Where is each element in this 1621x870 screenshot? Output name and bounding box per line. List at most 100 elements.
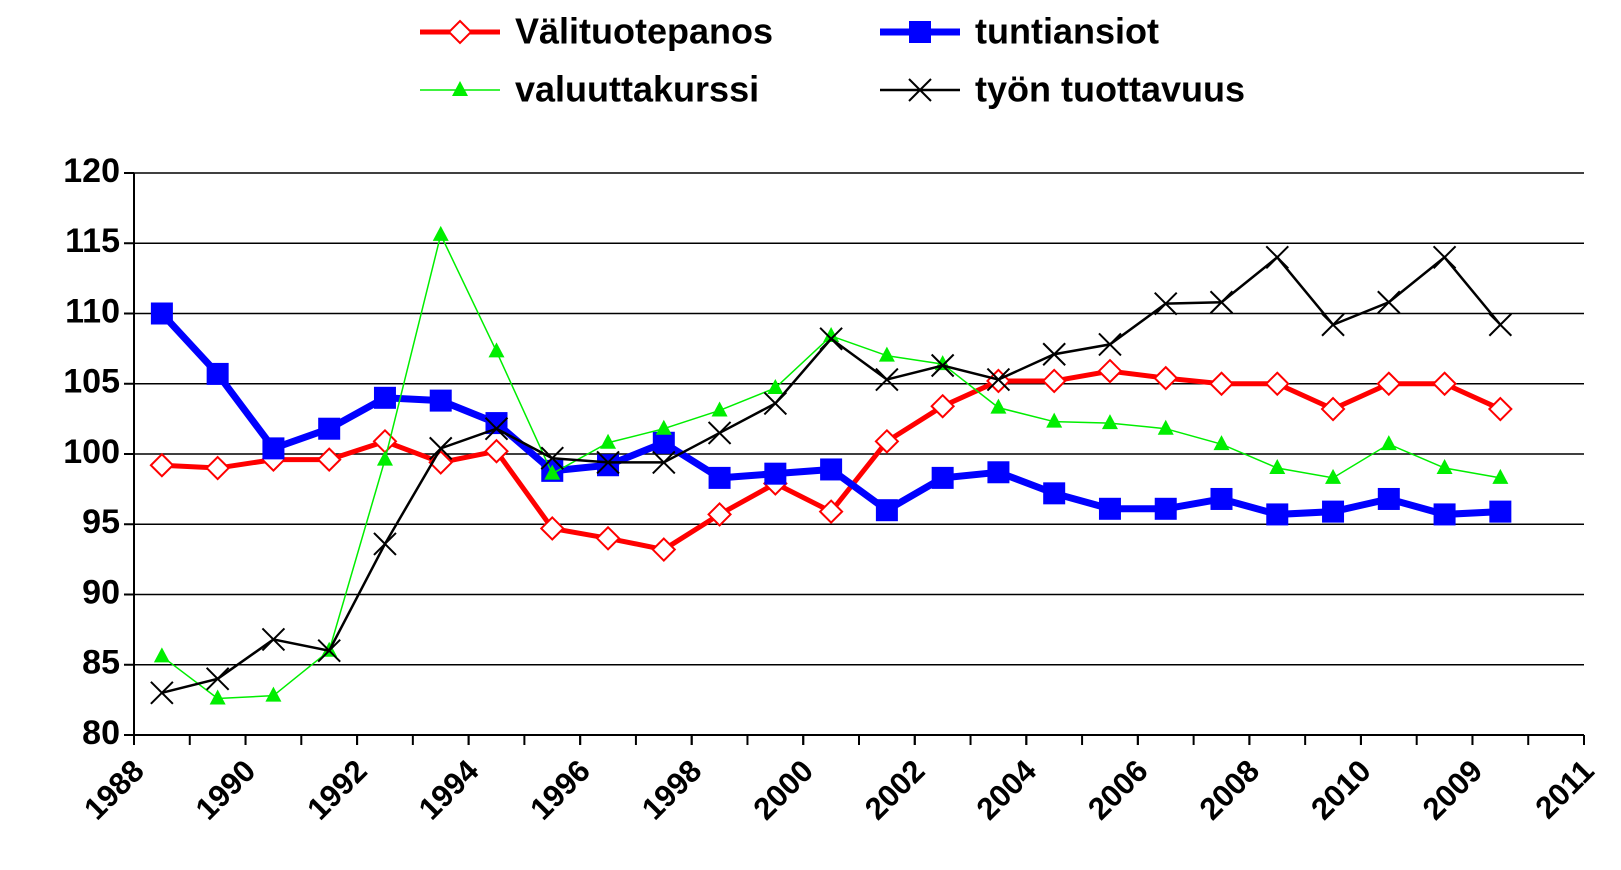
marker: [597, 454, 620, 477]
marker: [652, 431, 675, 454]
marker: [820, 458, 843, 481]
marker: [1098, 332, 1122, 357]
marker: [1157, 419, 1174, 435]
marker: [1492, 468, 1509, 484]
legend-label: työn tuottavuus: [975, 69, 1245, 110]
marker: [655, 419, 672, 435]
marker: [1264, 371, 1290, 397]
marker: [1376, 371, 1402, 397]
y-tick-label: 105: [63, 363, 120, 401]
marker: [205, 667, 230, 691]
marker: [908, 78, 932, 102]
marker: [206, 362, 229, 385]
y-tick-label: 120: [63, 152, 120, 190]
y-tick-label: 95: [82, 503, 120, 541]
marker: [651, 537, 677, 562]
marker: [209, 689, 226, 705]
marker: [1042, 342, 1066, 366]
marker: [930, 393, 956, 419]
marker: [596, 450, 620, 475]
x-tick-label: 2006: [1081, 753, 1155, 827]
marker: [819, 327, 843, 351]
marker: [376, 450, 393, 466]
marker: [1433, 503, 1456, 526]
marker: [1489, 500, 1512, 523]
x-tick-label: 2011: [1528, 753, 1600, 825]
marker: [447, 19, 473, 45]
marker: [1377, 290, 1401, 314]
marker: [931, 466, 954, 489]
marker: [1322, 500, 1345, 523]
x-tick-label: 1992: [300, 753, 374, 827]
marker: [1210, 487, 1233, 510]
marker: [1265, 245, 1289, 270]
y-tick-label: 110: [65, 292, 120, 330]
x-tick-label: 2002: [858, 753, 932, 827]
marker: [909, 21, 931, 43]
marker: [262, 437, 285, 460]
marker: [1380, 435, 1397, 451]
marker: [373, 532, 397, 556]
marker: [707, 502, 732, 527]
x-tick-label: 2008: [1193, 753, 1267, 827]
marker: [149, 452, 175, 478]
marker: [1153, 365, 1179, 391]
marker: [1097, 358, 1123, 384]
series-markers: [150, 302, 1512, 526]
marker: [429, 436, 453, 461]
marker: [316, 447, 342, 473]
marker: [1432, 371, 1457, 397]
marker: [1041, 368, 1067, 394]
marker: [707, 421, 732, 445]
marker: [544, 464, 561, 480]
marker: [1436, 459, 1453, 475]
marker: [488, 342, 505, 358]
marker: [261, 627, 286, 652]
marker: [318, 417, 341, 440]
marker: [205, 455, 231, 481]
marker: [539, 516, 565, 541]
marker: [540, 446, 564, 470]
marker: [317, 638, 341, 663]
marker: [485, 412, 508, 435]
x-tick-label: 2004: [970, 752, 1044, 826]
series-markers: [150, 245, 1513, 705]
y-tick-label: 100: [63, 433, 120, 471]
marker: [1432, 245, 1457, 270]
marker: [767, 378, 784, 394]
marker: [874, 428, 900, 454]
marker: [373, 386, 396, 409]
series-markers: [153, 225, 1509, 705]
marker: [1043, 482, 1066, 505]
x-tick-label: 1996: [523, 753, 597, 827]
y-tick-label: 115: [65, 222, 120, 260]
marker: [878, 346, 895, 362]
marker: [484, 417, 509, 441]
marker: [1213, 435, 1230, 451]
marker: [1487, 396, 1513, 422]
marker: [1321, 313, 1345, 337]
x-tick-label: 2010: [1304, 753, 1378, 827]
marker: [1101, 414, 1118, 430]
marker: [1209, 371, 1234, 397]
marker: [708, 466, 731, 489]
marker: [452, 81, 468, 96]
marker: [652, 450, 676, 475]
marker: [1046, 412, 1063, 428]
marker: [1488, 313, 1513, 337]
marker: [1377, 487, 1400, 510]
marker: [484, 438, 509, 464]
marker: [875, 499, 898, 522]
marker: [1269, 459, 1286, 475]
marker: [764, 462, 787, 485]
marker: [1098, 497, 1121, 520]
marker: [818, 499, 844, 525]
x-tick-label: 2009: [1416, 753, 1490, 827]
x-tick-label: 1988: [77, 753, 151, 827]
legend-label: Välituotepanos: [515, 11, 773, 52]
marker: [600, 433, 617, 449]
marker: [595, 525, 621, 551]
marker: [1325, 468, 1342, 484]
marker: [1154, 497, 1177, 520]
